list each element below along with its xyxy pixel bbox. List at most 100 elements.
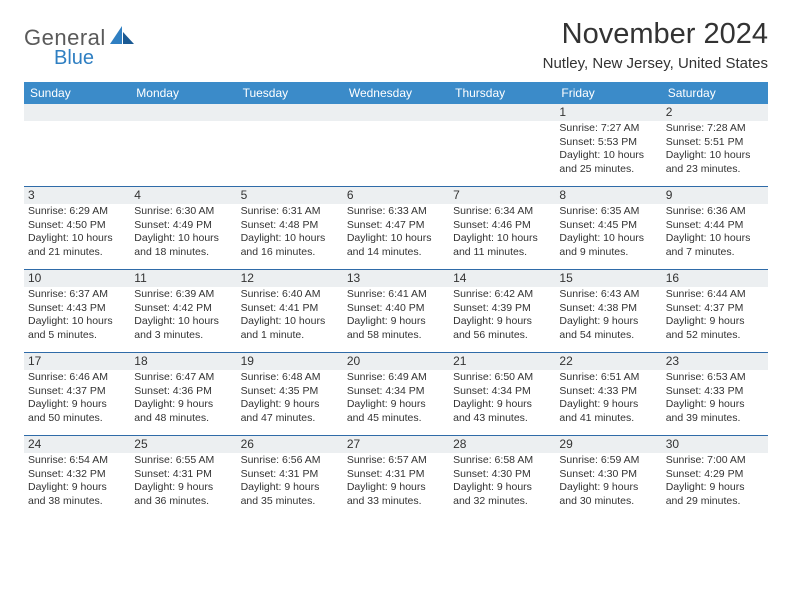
sunset-text: Sunset: 4:32 PM	[28, 468, 126, 482]
sunset-text: Sunset: 4:39 PM	[453, 302, 551, 316]
day-body: Sunrise: 6:37 AMSunset: 4:43 PMDaylight:…	[24, 287, 130, 346]
day-body: Sunrise: 6:35 AMSunset: 4:45 PMDaylight:…	[555, 204, 661, 263]
day-body	[449, 121, 555, 125]
day-number: 17	[24, 353, 130, 370]
header: General Blue November 2024 Nutley, New J…	[24, 18, 768, 72]
weekday-header: Monday	[130, 82, 236, 104]
sunset-text: Sunset: 4:49 PM	[134, 219, 232, 233]
day-cell: 23Sunrise: 6:53 AMSunset: 4:33 PMDayligh…	[662, 353, 768, 435]
daylight-text: Daylight: 10 hours and 18 minutes.	[134, 232, 232, 259]
sunrise-text: Sunrise: 6:50 AM	[453, 371, 551, 385]
sunset-text: Sunset: 4:44 PM	[666, 219, 764, 233]
day-cell: 19Sunrise: 6:48 AMSunset: 4:35 PMDayligh…	[237, 353, 343, 435]
day-cell: 6Sunrise: 6:33 AMSunset: 4:47 PMDaylight…	[343, 187, 449, 269]
day-body: Sunrise: 6:40 AMSunset: 4:41 PMDaylight:…	[237, 287, 343, 346]
daylight-text: Daylight: 9 hours and 47 minutes.	[241, 398, 339, 425]
day-cell: 13Sunrise: 6:41 AMSunset: 4:40 PMDayligh…	[343, 270, 449, 352]
sunset-text: Sunset: 4:30 PM	[453, 468, 551, 482]
day-body: Sunrise: 6:58 AMSunset: 4:30 PMDaylight:…	[449, 453, 555, 512]
sunrise-text: Sunrise: 6:56 AM	[241, 454, 339, 468]
daylight-text: Daylight: 9 hours and 36 minutes.	[134, 481, 232, 508]
daylight-text: Daylight: 9 hours and 39 minutes.	[666, 398, 764, 425]
day-number	[449, 104, 555, 121]
day-body: Sunrise: 6:33 AMSunset: 4:47 PMDaylight:…	[343, 204, 449, 263]
sunset-text: Sunset: 4:46 PM	[453, 219, 551, 233]
day-cell: 2Sunrise: 7:28 AMSunset: 5:51 PMDaylight…	[662, 104, 768, 186]
sunrise-text: Sunrise: 6:59 AM	[559, 454, 657, 468]
day-cell: 16Sunrise: 6:44 AMSunset: 4:37 PMDayligh…	[662, 270, 768, 352]
day-cell: 25Sunrise: 6:55 AMSunset: 4:31 PMDayligh…	[130, 436, 236, 518]
daylight-text: Daylight: 10 hours and 7 minutes.	[666, 232, 764, 259]
week-row: 3Sunrise: 6:29 AMSunset: 4:50 PMDaylight…	[24, 186, 768, 269]
daylight-text: Daylight: 9 hours and 30 minutes.	[559, 481, 657, 508]
day-cell: 22Sunrise: 6:51 AMSunset: 4:33 PMDayligh…	[555, 353, 661, 435]
sunrise-text: Sunrise: 6:43 AM	[559, 288, 657, 302]
daylight-text: Daylight: 9 hours and 32 minutes.	[453, 481, 551, 508]
day-body: Sunrise: 7:27 AMSunset: 5:53 PMDaylight:…	[555, 121, 661, 180]
day-body	[130, 121, 236, 125]
sunset-text: Sunset: 4:48 PM	[241, 219, 339, 233]
day-cell: 30Sunrise: 7:00 AMSunset: 4:29 PMDayligh…	[662, 436, 768, 518]
day-cell: 1Sunrise: 7:27 AMSunset: 5:53 PMDaylight…	[555, 104, 661, 186]
sunset-text: Sunset: 4:50 PM	[28, 219, 126, 233]
day-number: 26	[237, 436, 343, 453]
day-cell: 20Sunrise: 6:49 AMSunset: 4:34 PMDayligh…	[343, 353, 449, 435]
day-number: 13	[343, 270, 449, 287]
sunrise-text: Sunrise: 6:44 AM	[666, 288, 764, 302]
day-body	[237, 121, 343, 125]
day-body: Sunrise: 6:30 AMSunset: 4:49 PMDaylight:…	[130, 204, 236, 263]
day-number: 30	[662, 436, 768, 453]
day-number: 3	[24, 187, 130, 204]
sunset-text: Sunset: 4:30 PM	[559, 468, 657, 482]
daylight-text: Daylight: 9 hours and 50 minutes.	[28, 398, 126, 425]
day-number: 20	[343, 353, 449, 370]
day-number: 5	[237, 187, 343, 204]
day-body: Sunrise: 6:36 AMSunset: 4:44 PMDaylight:…	[662, 204, 768, 263]
day-number: 12	[237, 270, 343, 287]
week-row: 1Sunrise: 7:27 AMSunset: 5:53 PMDaylight…	[24, 104, 768, 186]
day-cell: 17Sunrise: 6:46 AMSunset: 4:37 PMDayligh…	[24, 353, 130, 435]
daylight-text: Daylight: 10 hours and 25 minutes.	[559, 149, 657, 176]
sunrise-text: Sunrise: 6:33 AM	[347, 205, 445, 219]
sunrise-text: Sunrise: 6:39 AM	[134, 288, 232, 302]
weekday-header: Saturday	[662, 82, 768, 104]
brand-logo: General Blue	[24, 24, 136, 70]
daylight-text: Daylight: 9 hours and 45 minutes.	[347, 398, 445, 425]
sunset-text: Sunset: 4:34 PM	[347, 385, 445, 399]
day-cell: 18Sunrise: 6:47 AMSunset: 4:36 PMDayligh…	[130, 353, 236, 435]
weekday-header: Friday	[555, 82, 661, 104]
daylight-text: Daylight: 9 hours and 41 minutes.	[559, 398, 657, 425]
day-body: Sunrise: 6:59 AMSunset: 4:30 PMDaylight:…	[555, 453, 661, 512]
day-body: Sunrise: 6:41 AMSunset: 4:40 PMDaylight:…	[343, 287, 449, 346]
weekday-header-row: SundayMondayTuesdayWednesdayThursdayFrid…	[24, 82, 768, 104]
daylight-text: Daylight: 9 hours and 54 minutes.	[559, 315, 657, 342]
sunset-text: Sunset: 4:33 PM	[666, 385, 764, 399]
day-cell: 9Sunrise: 6:36 AMSunset: 4:44 PMDaylight…	[662, 187, 768, 269]
day-body: Sunrise: 6:57 AMSunset: 4:31 PMDaylight:…	[343, 453, 449, 512]
weekday-header: Wednesday	[343, 82, 449, 104]
day-cell: 5Sunrise: 6:31 AMSunset: 4:48 PMDaylight…	[237, 187, 343, 269]
calendar-page: General Blue November 2024 Nutley, New J…	[0, 0, 792, 542]
daylight-text: Daylight: 9 hours and 56 minutes.	[453, 315, 551, 342]
sunset-text: Sunset: 4:31 PM	[134, 468, 232, 482]
sunrise-text: Sunrise: 6:58 AM	[453, 454, 551, 468]
daylight-text: Daylight: 10 hours and 5 minutes.	[28, 315, 126, 342]
sunset-text: Sunset: 4:33 PM	[559, 385, 657, 399]
weekday-header: Thursday	[449, 82, 555, 104]
day-number	[343, 104, 449, 121]
daylight-text: Daylight: 9 hours and 29 minutes.	[666, 481, 764, 508]
sunset-text: Sunset: 4:34 PM	[453, 385, 551, 399]
day-number: 23	[662, 353, 768, 370]
sunrise-text: Sunrise: 6:34 AM	[453, 205, 551, 219]
sunrise-text: Sunrise: 6:55 AM	[134, 454, 232, 468]
day-body: Sunrise: 6:54 AMSunset: 4:32 PMDaylight:…	[24, 453, 130, 512]
day-body: Sunrise: 6:43 AMSunset: 4:38 PMDaylight:…	[555, 287, 661, 346]
day-body	[343, 121, 449, 125]
location-text: Nutley, New Jersey, United States	[543, 55, 768, 72]
day-number: 2	[662, 104, 768, 121]
day-number: 16	[662, 270, 768, 287]
day-cell: 28Sunrise: 6:58 AMSunset: 4:30 PMDayligh…	[449, 436, 555, 518]
week-row: 17Sunrise: 6:46 AMSunset: 4:37 PMDayligh…	[24, 352, 768, 435]
day-body: Sunrise: 6:31 AMSunset: 4:48 PMDaylight:…	[237, 204, 343, 263]
day-number: 4	[130, 187, 236, 204]
